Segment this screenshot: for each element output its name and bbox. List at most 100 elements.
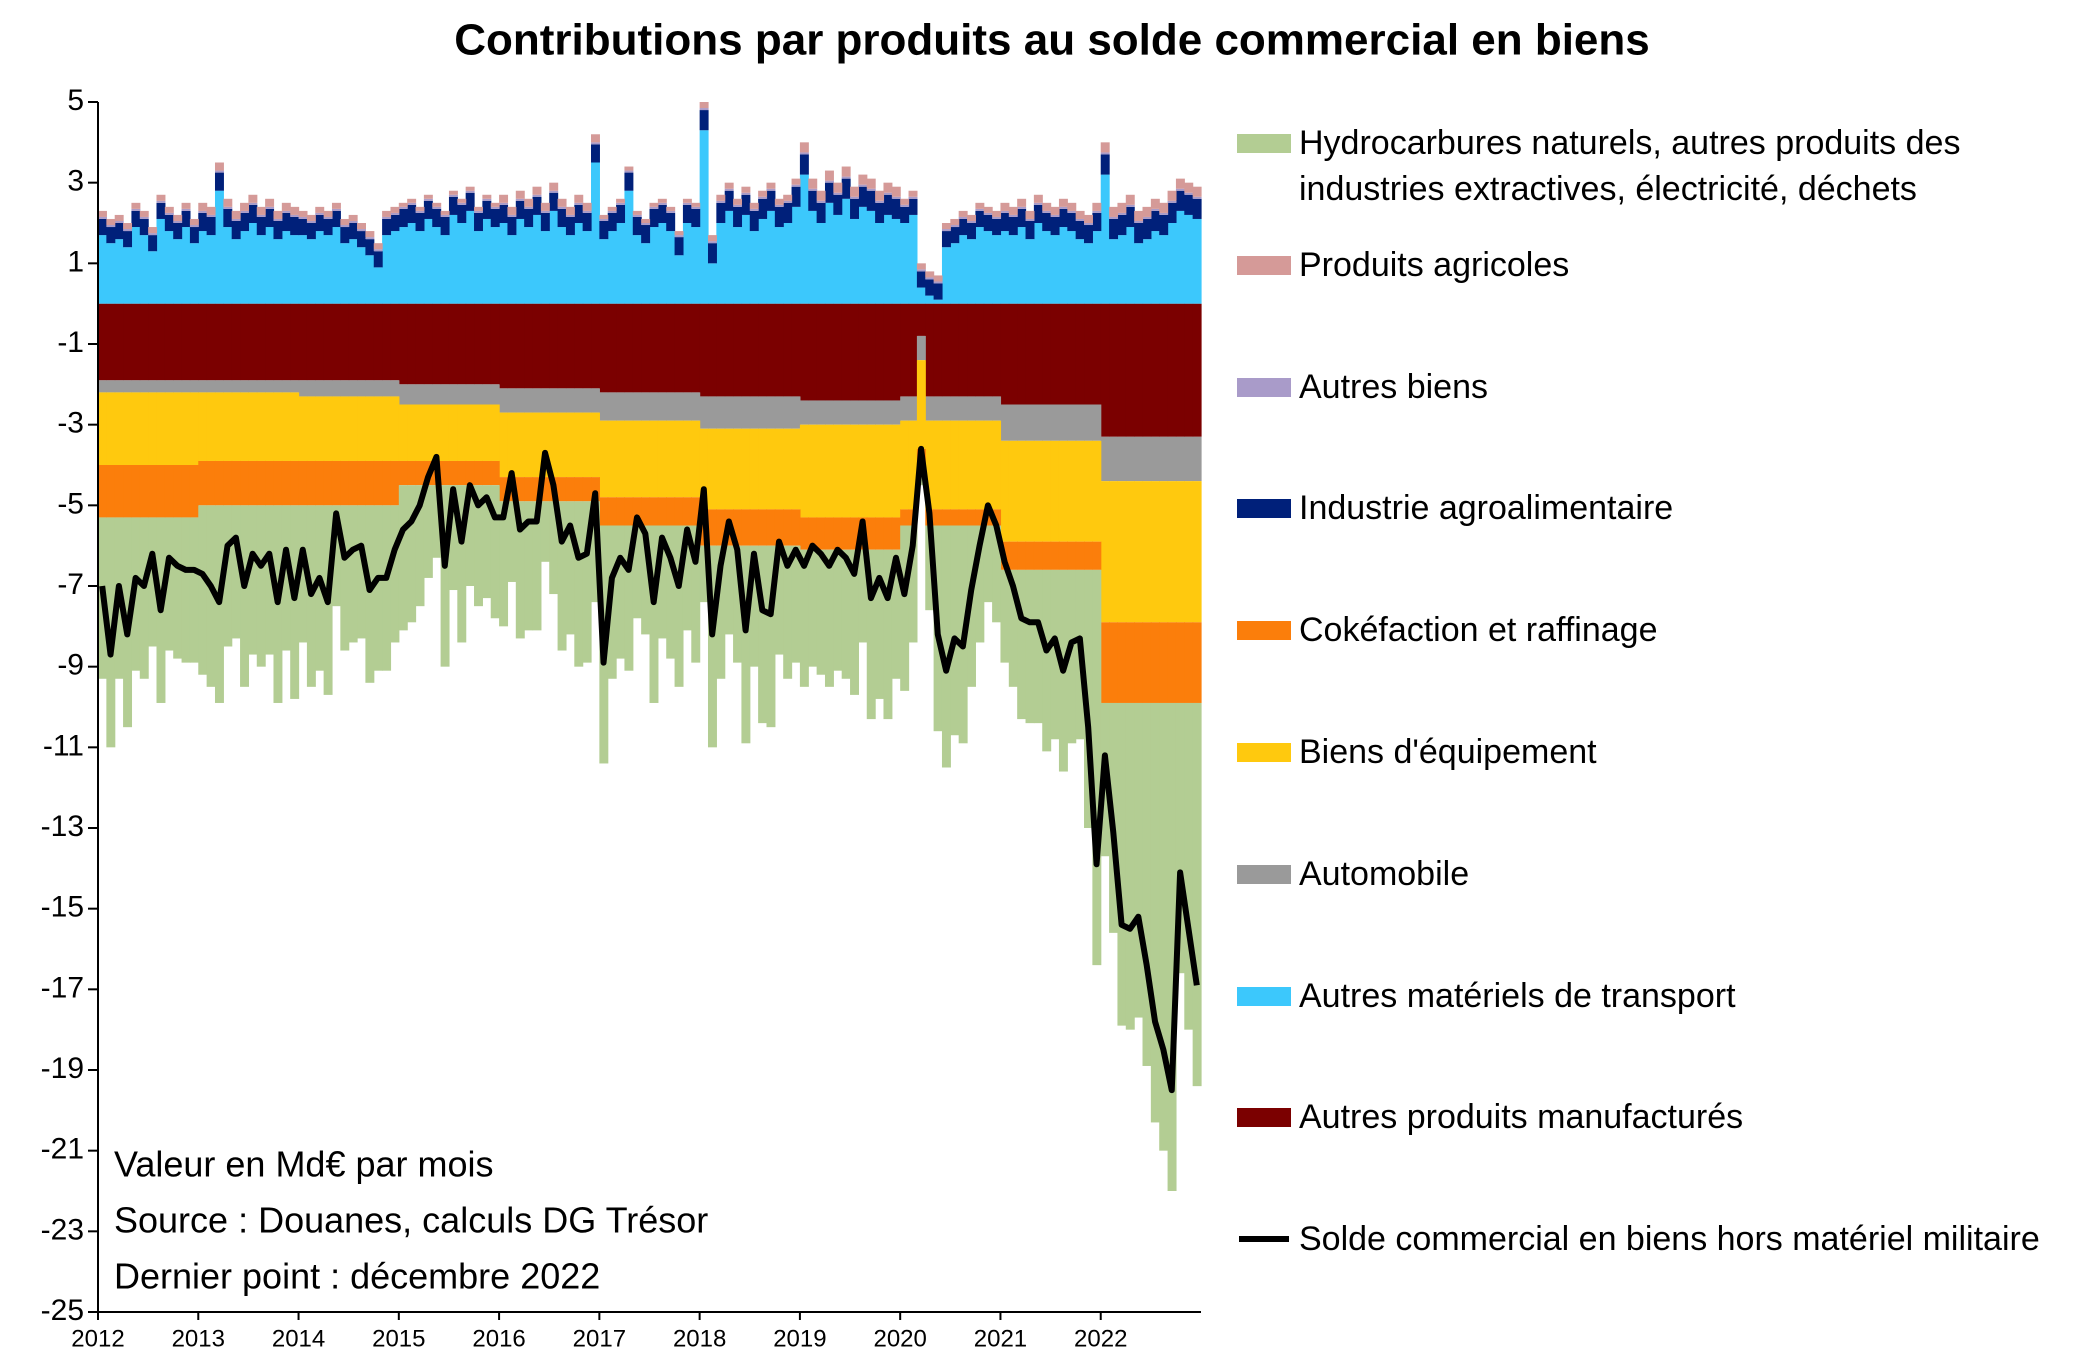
- bar-segment: [373, 505, 383, 671]
- bar-segment: [1150, 481, 1160, 623]
- bar-segment: [340, 460, 350, 506]
- bar-segment: [741, 186, 751, 193]
- bar-segment: [1125, 227, 1135, 304]
- bar-segment: [616, 392, 626, 421]
- bar-segment: [624, 392, 634, 421]
- bar-segment: [357, 303, 366, 381]
- bar-segment: [457, 485, 467, 643]
- bar-segment: [1142, 239, 1152, 304]
- bar-segment: [1017, 569, 1027, 720]
- legend-box: [1237, 1108, 1291, 1128]
- bar-segment: [273, 210, 283, 219]
- bar-segment: [306, 214, 316, 221]
- bar-segment: [666, 525, 676, 659]
- bar-segment: [900, 206, 910, 223]
- bar-segment: [1042, 210, 1052, 213]
- bar-segment: [465, 186, 475, 191]
- bar-segment: [482, 404, 492, 461]
- bar-segment: [941, 509, 951, 526]
- bar-segment: [315, 303, 325, 381]
- bar-segment: [641, 497, 651, 526]
- bar-segment: [214, 190, 224, 304]
- bar-segment: [657, 392, 667, 421]
- bar-segment: [933, 420, 943, 510]
- x-tick-label: 2015: [372, 1325, 425, 1352]
- bar-segment: [223, 227, 233, 304]
- bar-segment: [139, 235, 149, 304]
- bar-segment: [532, 388, 542, 413]
- bar-segment: [607, 212, 617, 232]
- bar-segment: [1100, 142, 1110, 153]
- bar-segment: [206, 303, 216, 381]
- bar-segment: [189, 303, 199, 381]
- bar-segment: [808, 210, 818, 304]
- y-tick-label: -13: [41, 810, 84, 843]
- bar-segment: [967, 214, 976, 221]
- bar-segment: [298, 235, 308, 304]
- bar-segment: [616, 204, 626, 223]
- legend-box: [1237, 499, 1291, 519]
- bar-segment: [783, 200, 793, 203]
- bar-segment: [1033, 303, 1043, 405]
- bar-segment: [1109, 216, 1119, 219]
- bar-segment: [398, 208, 408, 228]
- bar-segment: [1142, 481, 1152, 623]
- bar-segment: [164, 517, 174, 651]
- bar-segment: [850, 400, 860, 425]
- bar-segment: [315, 505, 325, 671]
- bar-segment: [315, 214, 325, 232]
- bar-segment: [181, 303, 191, 381]
- bar-segment: [390, 396, 400, 461]
- bar-segment: [507, 214, 517, 217]
- bar-segment: [240, 303, 250, 381]
- bar-segment: [1109, 622, 1119, 703]
- y-tick-label: -5: [57, 487, 84, 520]
- bar-segment: [582, 231, 592, 304]
- bar-segment: [181, 465, 191, 518]
- bar-segment: [816, 200, 826, 203]
- bar-segment: [123, 380, 133, 393]
- bar-segment: [791, 303, 801, 397]
- bar-segment: [1184, 182, 1194, 193]
- bar-segment: [1142, 303, 1152, 437]
- bar-segment: [156, 202, 166, 219]
- bar-segment: [240, 505, 250, 687]
- bar-segment: [900, 223, 910, 304]
- bar-segment: [164, 214, 174, 232]
- bar-segment: [198, 303, 208, 381]
- bar-segment: [214, 392, 224, 461]
- y-tick-label: -1: [57, 326, 84, 359]
- bar-segment: [682, 497, 692, 526]
- bar-segment: [958, 396, 968, 421]
- bar-segment: [682, 420, 692, 498]
- bar-segment: [891, 517, 901, 550]
- y-tick-label: 1: [67, 245, 84, 278]
- bar-segment: [1117, 702, 1127, 1026]
- bar-segment: [1192, 622, 1202, 703]
- bar-segment: [682, 525, 692, 631]
- bar-segment: [423, 404, 433, 461]
- bar-segment: [340, 505, 350, 651]
- bar-segment: [941, 303, 951, 397]
- bar-segment: [1017, 206, 1027, 209]
- bar-segment: [248, 380, 258, 393]
- bar-segment: [1008, 440, 1018, 542]
- bar-segment: [657, 223, 667, 304]
- bar-segment: [515, 200, 525, 219]
- bar-segment: [549, 303, 559, 389]
- bar-segment: [273, 380, 283, 393]
- bar-segment: [908, 196, 918, 199]
- bar-segment: [1075, 210, 1085, 219]
- bar-segment: [106, 392, 116, 465]
- bar-segment: [298, 303, 308, 381]
- bar-segment: [816, 202, 826, 223]
- bar-segment: [1150, 210, 1160, 232]
- bar-segment: [833, 424, 843, 518]
- bar-segment: [624, 420, 634, 498]
- bar-segment: [1167, 702, 1177, 1191]
- bar-segment: [766, 190, 776, 211]
- bar-segment: [925, 303, 935, 397]
- bar-segment: [106, 218, 116, 226]
- bar-segment: [390, 303, 400, 381]
- bar-segment: [490, 206, 500, 209]
